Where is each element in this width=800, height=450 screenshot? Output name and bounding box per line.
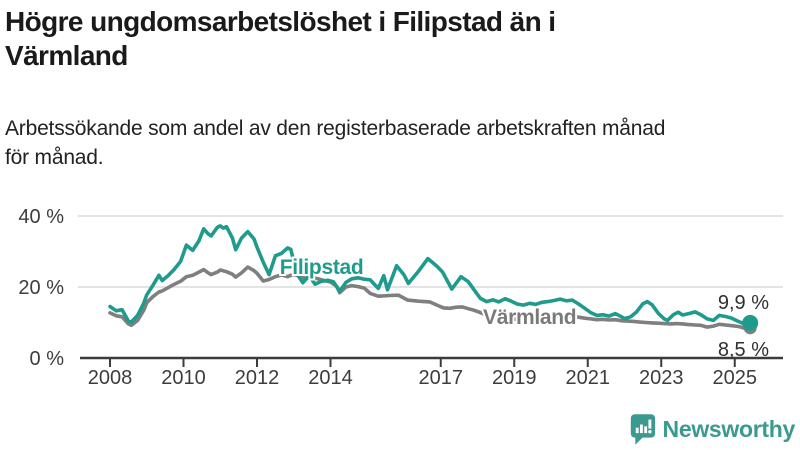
x-tick-label-2025: 2025 (713, 367, 758, 389)
series-end-value-värmland: 8,5 % (718, 339, 769, 361)
x-tick-label-2023: 2023 (639, 367, 684, 389)
series-line-värmland (108, 265, 753, 331)
brand-name: Newsworthy (662, 415, 796, 442)
newsworthy-icon (630, 413, 655, 445)
x-tick-label-2010: 2010 (161, 367, 206, 389)
series-line-filipstad (108, 224, 753, 327)
chart-title: Högre ungdomsarbetslöshet i Filipstad än… (5, 5, 765, 73)
chart-subtitle: Arbetssökande som andel av den registerb… (5, 114, 785, 172)
chart-title-line-2: Värmland (5, 40, 128, 71)
x-tick-label-2017: 2017 (419, 367, 464, 389)
x-tick-label-2021: 2021 (566, 367, 611, 389)
chart-title-line-1: Högre ungdomsarbetslöshet i Filipstad än… (5, 6, 556, 37)
x-tick-label-2008: 2008 (88, 367, 133, 389)
x-tick-label-2014: 2014 (308, 367, 353, 389)
series-label-värmland: Värmland (483, 306, 576, 329)
series-label-filipstad: Filipstad (280, 256, 364, 279)
x-tick-label-2012: 2012 (235, 367, 280, 389)
y-tick-label-40: 40 % (18, 206, 64, 228)
chart-subtitle-line-1: Arbetssökande som andel av den registerb… (5, 117, 666, 140)
y-tick-label-0: 0 % (30, 348, 65, 370)
chart-subtitle-line-2: för månad. (5, 146, 104, 169)
y-tick-label-20: 20 % (18, 277, 64, 299)
x-tick-label-2019: 2019 (492, 367, 537, 389)
newsworthy-logo: Newsworthy (629, 411, 795, 447)
series-end-dot-filipstad (742, 314, 759, 331)
series-end-value-filipstad: 9,9 % (718, 292, 769, 314)
